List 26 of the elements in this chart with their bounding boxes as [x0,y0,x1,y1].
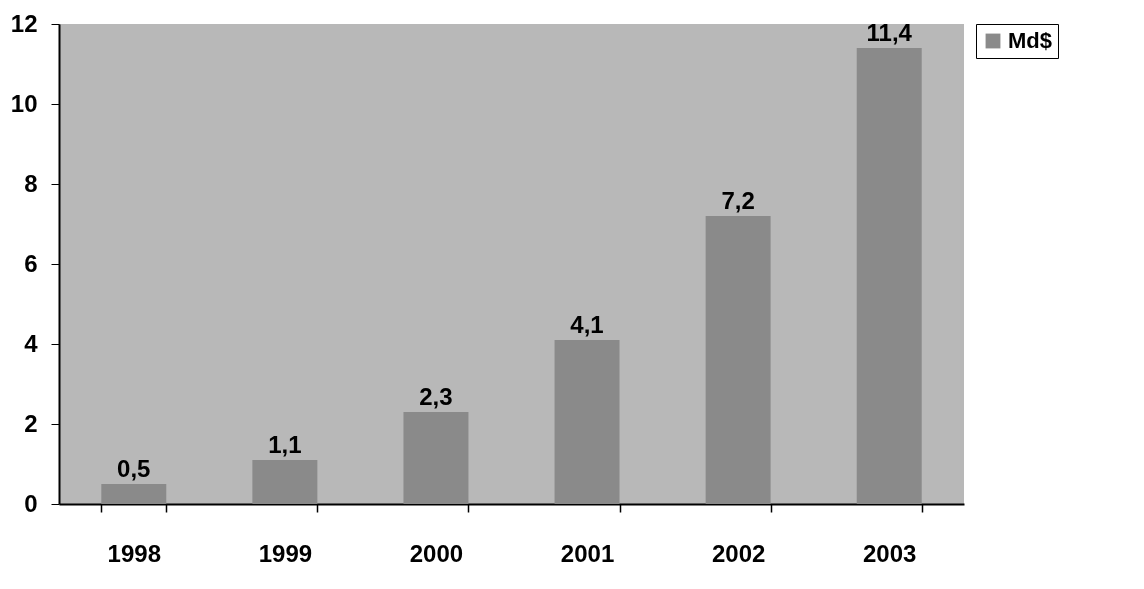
x-tick-label: 2002 [711,539,766,567]
x-tick-label: 2003 [863,539,917,567]
x-tick-label: 2001 [560,539,615,567]
x-tick-label: 1998 [107,539,161,567]
x-tick-label: 1999 [258,539,313,567]
y-tick-label: 8 [24,169,38,197]
bar [403,412,469,504]
text: 7,2 [721,187,755,214]
y-tick-label: 2 [24,409,38,437]
bar [101,484,167,504]
y-tick-label: 0 [24,489,38,517]
text: 2,3 [419,383,453,410]
bar [554,340,620,504]
bar [705,216,771,504]
x-tick-label: 2000 [409,539,464,567]
y-tick-label: 10 [10,89,38,117]
legend-label: Md$ [1008,28,1052,53]
y-tick-label: 4 [24,329,39,357]
bar [252,460,318,504]
text: 11,4 [866,19,912,46]
y-tick-label: 12 [10,9,38,37]
bar [856,48,922,504]
text: 4,1 [570,311,604,338]
text: 0,5 [117,455,151,482]
text: 1,1 [268,431,302,458]
y-tick-label: 6 [24,249,38,277]
